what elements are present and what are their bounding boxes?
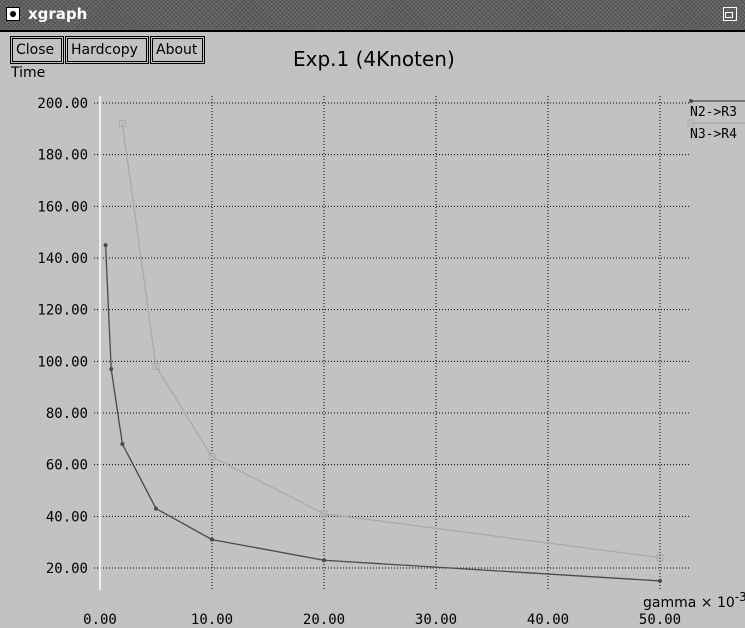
y-tick-label-3: 80.00 bbox=[46, 406, 88, 422]
legend-marker-1 bbox=[687, 119, 695, 127]
legend-label-0: N2->R3 bbox=[690, 105, 737, 120]
series-1-point-4 bbox=[656, 554, 664, 562]
series-0-point-5 bbox=[322, 558, 326, 563]
y-tick-label-6: 140.00 bbox=[37, 251, 88, 267]
x-axis-label-text: gamma × 10 bbox=[643, 595, 735, 611]
series-0-point-3 bbox=[154, 506, 158, 511]
grid-lines bbox=[94, 96, 690, 590]
x-tick-label-1: 10.00 bbox=[191, 612, 233, 628]
maximize-icon[interactable] bbox=[723, 7, 737, 21]
x-tick-label-0: 0.00 bbox=[83, 612, 117, 628]
y-tick-label-4: 100.00 bbox=[37, 354, 88, 370]
series-0-point-0 bbox=[103, 243, 108, 248]
y-axis-label: Time bbox=[11, 65, 46, 81]
y-tick-label-2: 60.00 bbox=[46, 458, 88, 474]
legend-label-1: N3->R4 bbox=[690, 127, 737, 142]
series-0-point-1 bbox=[109, 367, 114, 372]
y-tick-label-1: 40.00 bbox=[46, 509, 88, 525]
hardcopy-button[interactable]: Hardcopy bbox=[66, 37, 148, 63]
series-1-point-0 bbox=[118, 120, 126, 128]
series-line-1 bbox=[121, 123, 661, 559]
series-1-point-2 bbox=[208, 453, 216, 461]
series-0-point-4 bbox=[210, 537, 214, 542]
x-axis-label: gamma × 10-3 bbox=[643, 590, 745, 611]
about-button[interactable]: About bbox=[151, 37, 204, 63]
y-tick-label-5: 120.00 bbox=[37, 303, 88, 319]
x-tick-label-2: 20.00 bbox=[303, 612, 345, 628]
window-title: xgraph bbox=[28, 5, 88, 23]
close-button[interactable]: Close bbox=[11, 37, 63, 63]
title-bar[interactable]: xgraph bbox=[0, 0, 745, 32]
series-0-point-6 bbox=[658, 578, 662, 583]
x-tick-label-4: 40.00 bbox=[527, 612, 569, 628]
legend: N2->R3 N3->R4 bbox=[687, 99, 745, 142]
y-tick-label-7: 160.00 bbox=[37, 199, 88, 215]
x-tick-label-5: 50.00 bbox=[639, 612, 681, 628]
y-tick-label-0: 20.00 bbox=[46, 561, 88, 577]
x-tick-label-3: 30.00 bbox=[415, 612, 457, 628]
chart-title: Exp.1 (4Knoten) bbox=[293, 47, 455, 71]
y-tick-label-9: 200.00 bbox=[37, 96, 88, 112]
series-1-point-1 bbox=[152, 363, 160, 370]
window-menu-icon[interactable] bbox=[6, 7, 20, 21]
legend-marker-0 bbox=[689, 99, 693, 103]
series-0-point-2 bbox=[120, 442, 125, 446]
x-tick-labels: 0.00 10.00 20.00 30.00 40.00 50.00 bbox=[83, 612, 681, 628]
series-group bbox=[103, 120, 664, 583]
x-axis-label-exponent: -3 bbox=[735, 590, 745, 604]
y-tick-labels: 20.00 40.00 60.00 80.00 100.00 120.00 140.00 16… bbox=[37, 96, 88, 577]
y-tick-label-8: 180.00 bbox=[37, 148, 88, 164]
series-1-point-3 bbox=[320, 510, 328, 518]
